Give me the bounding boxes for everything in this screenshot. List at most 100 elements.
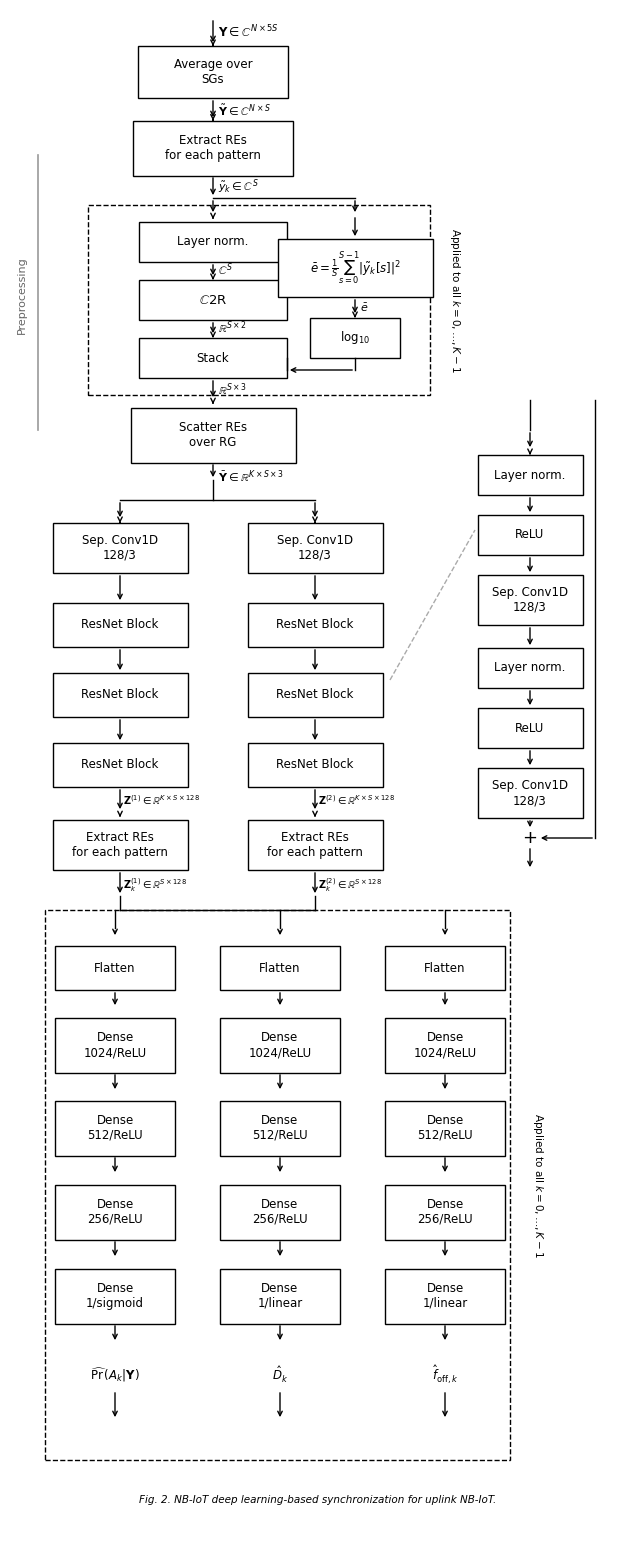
Bar — [55, 946, 175, 991]
Text: Extract REs
for each pattern: Extract REs for each pattern — [72, 831, 168, 859]
Text: $\mathbb{C}^{S}$: $\mathbb{C}^{S}$ — [218, 262, 233, 279]
Text: ResNet Block: ResNet Block — [276, 759, 354, 771]
Text: Dense
512/ReLU: Dense 512/ReLU — [87, 1115, 143, 1142]
Text: Flatten: Flatten — [259, 961, 301, 975]
Bar — [55, 1268, 175, 1324]
Text: Flatten: Flatten — [424, 961, 466, 975]
Bar — [88, 204, 430, 395]
Bar — [53, 673, 188, 717]
Bar — [139, 337, 287, 378]
Text: Preprocessing: Preprocessing — [17, 255, 27, 334]
Text: Average over
SGs: Average over SGs — [174, 57, 252, 87]
Text: $\mathbb{C}$2R: $\mathbb{C}$2R — [198, 294, 227, 307]
Bar — [478, 649, 583, 687]
Bar — [385, 1268, 505, 1324]
Text: Dense
1024/ReLU: Dense 1024/ReLU — [413, 1031, 476, 1059]
Text: Sep. Conv1D
128/3: Sep. Conv1D 128/3 — [277, 534, 353, 562]
Text: Dense
1024/ReLU: Dense 1024/ReLU — [249, 1031, 312, 1059]
Bar — [55, 1017, 175, 1073]
Text: ResNet Block: ResNet Block — [81, 619, 159, 632]
Bar — [130, 407, 296, 463]
Text: +: + — [523, 830, 537, 847]
Text: Layer norm.: Layer norm. — [494, 469, 565, 481]
Text: $\mathbf{Z}^{(1)}\in\mathbb{R}^{K\times S\times 128}$: $\mathbf{Z}^{(1)}\in\mathbb{R}^{K\times … — [123, 793, 200, 807]
Text: ResNet Block: ResNet Block — [276, 619, 354, 632]
Bar — [478, 455, 583, 495]
Bar — [220, 1268, 340, 1324]
Bar — [385, 946, 505, 991]
Text: Fig. 2. NB-IoT deep learning-based synchronization for uplink NB-IoT.: Fig. 2. NB-IoT deep learning-based synch… — [139, 1495, 497, 1505]
Text: $\log_{10}$: $\log_{10}$ — [340, 330, 370, 347]
Bar — [45, 910, 510, 1460]
Text: $\tilde{y}_k\in\mathbb{C}^{S}$: $\tilde{y}_k\in\mathbb{C}^{S}$ — [218, 178, 259, 197]
Bar — [139, 221, 287, 262]
Text: Applied to all $k=0,\ldots,K-1$: Applied to all $k=0,\ldots,K-1$ — [448, 228, 462, 373]
Text: Extract REs
for each pattern: Extract REs for each pattern — [165, 135, 261, 163]
Text: Dense
512/ReLU: Dense 512/ReLU — [252, 1115, 308, 1142]
Text: Extract REs
for each pattern: Extract REs for each pattern — [267, 831, 363, 859]
Text: Dense
512/ReLU: Dense 512/ReLU — [417, 1115, 473, 1142]
Text: ResNet Block: ResNet Block — [276, 689, 354, 701]
Text: Layer norm.: Layer norm. — [494, 661, 565, 675]
Bar — [385, 1101, 505, 1155]
Bar — [247, 673, 382, 717]
Text: Applied to all $k=0,\ldots,K-1$: Applied to all $k=0,\ldots,K-1$ — [531, 1113, 545, 1257]
Bar — [247, 743, 382, 786]
Bar — [310, 317, 400, 358]
Text: $\mathbb{R}^{S\times 2}$: $\mathbb{R}^{S\times 2}$ — [218, 320, 247, 336]
Bar — [385, 1184, 505, 1240]
Text: Dense
256/ReLU: Dense 256/ReLU — [87, 1198, 143, 1226]
Bar — [478, 707, 583, 748]
Text: $\mathbf{Z}^{(2)}_k\in\mathbb{R}^{S\times 128}$: $\mathbf{Z}^{(2)}_k\in\mathbb{R}^{S\time… — [318, 876, 382, 893]
Text: Dense
256/ReLU: Dense 256/ReLU — [417, 1198, 473, 1226]
Bar — [55, 1101, 175, 1155]
Bar — [478, 768, 583, 817]
Text: Dense
256/ReLU: Dense 256/ReLU — [252, 1198, 308, 1226]
Text: ResNet Block: ResNet Block — [81, 759, 159, 771]
Bar — [55, 1184, 175, 1240]
Text: Dense
1/linear: Dense 1/linear — [258, 1282, 303, 1310]
Text: Scatter REs
over RG: Scatter REs over RG — [179, 421, 247, 449]
Text: ReLU: ReLU — [515, 528, 544, 542]
Bar — [385, 1017, 505, 1073]
Bar — [220, 1184, 340, 1240]
Bar — [478, 515, 583, 556]
Bar — [133, 121, 293, 175]
Text: Stack: Stack — [197, 351, 230, 364]
Text: $\tilde{\mathbf{Y}}\in\mathbb{C}^{N\times S}$: $\tilde{\mathbf{Y}}\in\mathbb{C}^{N\time… — [218, 102, 271, 118]
Bar — [139, 280, 287, 320]
Text: Dense
1/linear: Dense 1/linear — [422, 1282, 467, 1310]
Bar — [53, 604, 188, 647]
Text: Sep. Conv1D
128/3: Sep. Conv1D 128/3 — [492, 587, 568, 615]
Text: Flatten: Flatten — [94, 961, 135, 975]
Text: $\bar{e}$: $\bar{e}$ — [360, 302, 368, 314]
Bar — [53, 743, 188, 786]
Text: $\bar{\mathbf{Y}}\in\mathbb{R}^{K\times S\times 3}$: $\bar{\mathbf{Y}}\in\mathbb{R}^{K\times … — [218, 469, 284, 485]
Text: Sep. Conv1D
128/3: Sep. Conv1D 128/3 — [82, 534, 158, 562]
Text: ReLU: ReLU — [515, 721, 544, 734]
Bar — [247, 604, 382, 647]
Text: $\bar{e}=\frac{1}{S}\sum_{s=0}^{S-1}|\tilde{y}_k[s]|^2$: $\bar{e}=\frac{1}{S}\sum_{s=0}^{S-1}|\ti… — [310, 249, 401, 286]
Text: ResNet Block: ResNet Block — [81, 689, 159, 701]
Text: Sep. Conv1D
128/3: Sep. Conv1D 128/3 — [492, 779, 568, 807]
Text: $\hat{D}_k$: $\hat{D}_k$ — [272, 1365, 288, 1385]
Text: Dense
1024/ReLU: Dense 1024/ReLU — [83, 1031, 146, 1059]
Text: $\mathbb{R}^{S\times 3}$: $\mathbb{R}^{S\times 3}$ — [218, 382, 247, 398]
Text: $\mathbf{Y}\in\mathbb{C}^{N\times 5S}$: $\mathbf{Y}\in\mathbb{C}^{N\times 5S}$ — [218, 23, 279, 40]
Text: $\hat{f}_{\mathrm{off},k}$: $\hat{f}_{\mathrm{off},k}$ — [432, 1364, 458, 1385]
Text: $\widehat{\Pr}(A_k|\mathbf{Y})$: $\widehat{\Pr}(A_k|\mathbf{Y})$ — [90, 1365, 140, 1384]
Bar — [247, 820, 382, 870]
Text: $\mathbf{Z}^{(2)}\in\mathbb{R}^{K\times S\times 128}$: $\mathbf{Z}^{(2)}\in\mathbb{R}^{K\times … — [318, 793, 395, 807]
Text: Dense
1/sigmoid: Dense 1/sigmoid — [86, 1282, 144, 1310]
Bar — [220, 1101, 340, 1155]
Bar — [220, 946, 340, 991]
Text: $\mathbf{Z}^{(1)}_k\in\mathbb{R}^{S\times 128}$: $\mathbf{Z}^{(1)}_k\in\mathbb{R}^{S\time… — [123, 876, 187, 893]
Bar — [478, 574, 583, 625]
Text: Layer norm.: Layer norm. — [177, 235, 249, 249]
Bar — [220, 1017, 340, 1073]
Bar — [247, 523, 382, 573]
Bar — [53, 820, 188, 870]
Bar — [277, 238, 432, 297]
Bar — [138, 46, 288, 98]
Bar — [53, 523, 188, 573]
